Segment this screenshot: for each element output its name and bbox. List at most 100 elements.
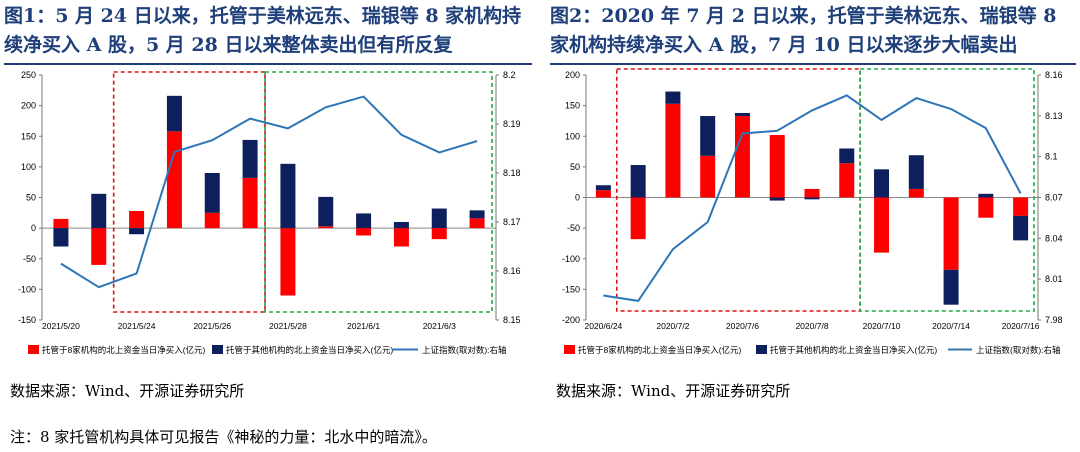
bar-series-1	[665, 103, 681, 198]
highlight-box-green	[264, 71, 493, 313]
bar-series-1	[356, 228, 372, 236]
bar-series-1	[595, 190, 611, 198]
bar-series-1	[431, 228, 447, 240]
y-tick-label: -150	[18, 315, 36, 325]
bar-series-1	[874, 197, 890, 253]
bar-series-2	[280, 163, 296, 229]
x-tick-label: 2021/5/26	[193, 321, 231, 331]
y-tick-label: -150	[562, 284, 580, 294]
highlight-box-red	[112, 71, 266, 313]
bar-series-2	[431, 208, 447, 229]
y2-tick-label: 8.19	[503, 119, 521, 129]
bar-series-2	[700, 116, 716, 156]
bar-series-1	[91, 228, 107, 265]
bar-series-2	[908, 155, 924, 189]
legend-label: 上证指数(取对数):右轴	[422, 345, 507, 355]
x-tick-label: 2020/6/24	[584, 321, 622, 331]
legend-swatch	[756, 345, 767, 354]
bar-series-1	[943, 197, 959, 270]
bar-series-1	[469, 218, 485, 229]
bar-series-2	[129, 228, 145, 235]
bar-series-2	[665, 91, 681, 104]
x-tick-label: 2020/7/16	[1002, 321, 1040, 331]
bar-series-1	[700, 155, 716, 198]
x-tick-label: 2020/7/2	[656, 321, 689, 331]
bar-series-1	[53, 218, 69, 229]
legend-label: 上证指数(取对数):右轴	[976, 345, 1061, 355]
bar-series-2	[734, 112, 750, 117]
x-tick-label: 2021/5/28	[269, 321, 307, 331]
y2-tick-label: 8.04	[1045, 233, 1063, 243]
bar-series-1	[630, 197, 646, 240]
y2-tick-label: 8.1	[1045, 152, 1058, 162]
y-tick-label: -50	[567, 223, 580, 233]
legend-label: 托管于8家机构的北上资金当日净买入(亿元)	[578, 345, 742, 355]
y2-tick-label: 8.16	[503, 266, 521, 276]
bar-series-2	[595, 185, 611, 191]
bar-series-2	[204, 173, 220, 213]
y-tick-label: 150	[565, 101, 580, 111]
figure-1-title-rule	[4, 63, 532, 65]
bar-series-2	[356, 213, 372, 229]
y2-tick-label: 8.2	[503, 70, 516, 80]
x-tick-label: 2020/7/6	[726, 321, 759, 331]
bar-series-2	[804, 197, 820, 200]
figure-2-title-rule	[550, 63, 1076, 65]
bar-series-2	[242, 139, 258, 178]
highlight-box-green	[859, 68, 1035, 312]
y-tick-label: 100	[565, 131, 580, 141]
y-tick-label: 200	[565, 70, 580, 80]
bar-series-2	[53, 228, 69, 247]
bar-series-1	[318, 226, 334, 229]
x-tick-label: 2021/6/1	[347, 321, 380, 331]
bar-series-2	[91, 193, 107, 229]
legend-label: 托管于8家机构的北上资金当日净买入(亿元)	[42, 345, 206, 355]
legend-swatch	[564, 345, 575, 354]
y-tick-label: 200	[21, 101, 36, 111]
bar-series-2	[469, 210, 485, 219]
bar-series-1	[839, 163, 855, 198]
bar-series-2	[874, 169, 890, 198]
y2-tick-label: 8.17	[503, 217, 521, 227]
bar-series-2	[166, 95, 182, 132]
y2-tick-label: 8.07	[1045, 193, 1063, 203]
index-line	[60, 95, 478, 289]
x-tick-label: 2020/7/10	[863, 321, 901, 331]
x-tick-label: 2021/5/24	[118, 321, 156, 331]
y-tick-label: -100	[18, 284, 36, 294]
legend-swatch	[28, 345, 39, 354]
figure-2-source: 数据来源：Wind、开源证券研究所	[556, 382, 791, 400]
y2-tick-label: 8.15	[503, 315, 521, 325]
x-tick-label: 2021/5/20	[42, 321, 80, 331]
bar-series-1	[129, 210, 145, 229]
bar-series-2	[839, 148, 855, 164]
figure-2-chart: -200 -150 -100 -50 0 50 100 150 200 7.98 8.01 8.04 8…	[562, 68, 1063, 355]
y2-tick-label: 8.13	[1045, 111, 1063, 121]
bar-series-1	[166, 131, 182, 229]
footnote: 注：8 家托管机构具体可见报告《神秘的力量：北水中的暗流》。	[10, 428, 437, 446]
bar-series-1	[769, 135, 785, 198]
bar-series-1	[804, 188, 820, 198]
bar-series-2	[769, 197, 785, 201]
bar-series-1	[978, 197, 994, 218]
bar-series-1	[242, 177, 258, 229]
figure-1-title: 图1：5 月 24 日以来，托管于美林远东、瑞银等 8 家机构持续净买入 A 股…	[4, 5, 522, 56]
y-tick-label: -200	[562, 315, 580, 325]
y-tick-label: -100	[562, 254, 580, 264]
bar-series-1	[734, 116, 750, 198]
x-tick-label: 2021/6/3	[423, 321, 456, 331]
bar-series-1	[280, 228, 296, 296]
y-tick-label: 150	[21, 131, 36, 141]
y2-tick-label: 7.98	[1045, 315, 1063, 325]
bar-series-2	[978, 193, 994, 198]
bar-series-2	[943, 269, 959, 305]
y2-tick-label: 8.16	[1045, 70, 1063, 80]
y2-tick-label: 8.18	[503, 168, 521, 178]
y-tick-label: 50	[26, 193, 36, 203]
y-tick-label: 100	[21, 162, 36, 172]
x-tick-label: 2020/7/8	[795, 321, 828, 331]
y-tick-label: 250	[21, 70, 36, 80]
bar-series-1	[1013, 197, 1029, 216]
legend-swatch	[212, 345, 223, 354]
legend-label: 托管于其他机构的北上资金当日净买入(亿元)	[770, 345, 937, 355]
